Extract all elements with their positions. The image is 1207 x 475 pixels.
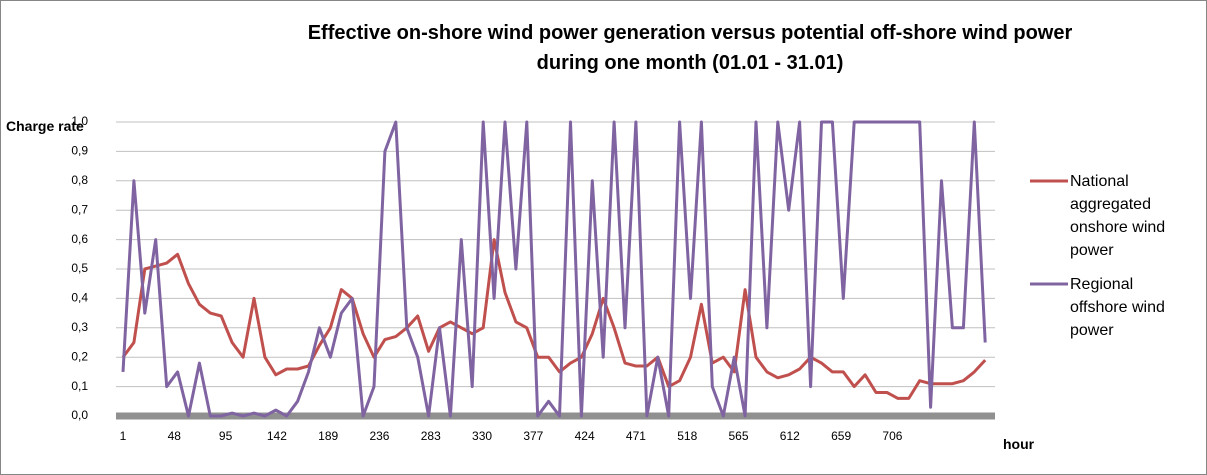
x-tick-label: 189 [318,429,338,443]
series-line [121,120,987,418]
x-tick-label: 706 [882,429,902,443]
y-tick-label: 0,8 [71,173,88,187]
y-tick-label: 0,6 [71,232,88,246]
legend-label: National aggregated onshore wind power [1070,173,1166,259]
x-tick-label: 236 [369,429,389,443]
series-line [121,238,987,400]
x-tick-label: 142 [267,429,287,443]
y-tick-label: 0,3 [71,320,88,334]
y-tick-label: 1,0 [71,114,88,128]
y-tick-label: 0,0 [71,408,88,422]
x-axis-label: hour [1003,436,1035,452]
y-tick-label: 0,9 [71,144,88,158]
y-tick-label: 0,4 [71,291,88,305]
x-tick-label: 565 [729,429,749,443]
y-tick-label: 0,1 [71,379,88,393]
x-tick-label: 283 [421,429,441,443]
x-tick-label: 1 [120,429,127,443]
x-tick-label: 377 [523,429,543,443]
x-tick-label: 48 [168,429,182,443]
x-tick-label: 612 [780,429,800,443]
y-tick-label: 0,2 [71,349,88,363]
x-tick-label: 471 [626,429,646,443]
x-tick-label: 424 [575,429,595,443]
y-axis-label: Charge rate [6,118,84,134]
x-tick-label: 659 [831,429,851,443]
legend-label: Regional offshore wind power [1070,276,1165,339]
x-tick-label: 330 [472,429,492,443]
x-tick-label: 518 [677,429,697,443]
y-tick-label: 0,5 [71,261,88,275]
x-tick-label: 95 [219,429,233,443]
chart-title: Effective on-shore wind power generation… [307,22,1073,74]
y-tick-label: 0,7 [71,202,88,216]
